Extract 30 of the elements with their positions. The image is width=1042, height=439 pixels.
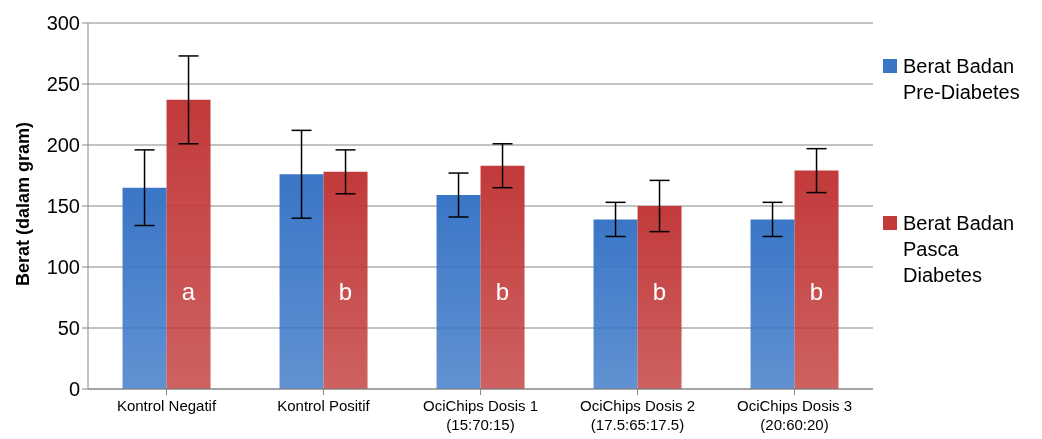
y-tick-label: 200 (46, 134, 80, 157)
annotation: b (495, 277, 510, 305)
x-tick-label: OciChips Dosis 2 (17.5:65:17.5) (579, 397, 696, 433)
x-tick-label: Kontrol Negatif (116, 397, 217, 414)
y-axis-title: Berat (dalam gram) (13, 121, 34, 286)
bar (593, 219, 638, 389)
bar (436, 195, 481, 389)
bar (166, 99, 211, 389)
annotation: b (338, 277, 353, 305)
legend-label: Berat Badan Pre-Diabetes (903, 54, 1021, 105)
y-tick-label: 50 (57, 317, 80, 340)
x-tick-label: Kontrol Positif (277, 397, 371, 414)
x-tick-label: OciChips Dosis 3 (20:60:20) (736, 397, 853, 433)
bar (122, 187, 167, 389)
bar (794, 170, 839, 389)
annotation: b (809, 277, 824, 305)
y-tick-label: 150 (46, 195, 80, 218)
bar (279, 174, 324, 389)
legend-label: Berat Badan Pasca Diabetes (903, 211, 1016, 288)
bar (480, 165, 525, 389)
bar (637, 206, 682, 389)
bar (323, 171, 368, 389)
y-tick-label: 250 (46, 73, 80, 96)
y-tick-label: 100 (46, 256, 80, 279)
annotation: b (652, 277, 667, 305)
y-tick-label: 0 (68, 378, 80, 401)
bar (750, 219, 795, 389)
x-tick-label: OciChips Dosis 1 (15:70:15) (422, 397, 539, 433)
y-tick-label: 300 (46, 12, 80, 35)
annotation: a (181, 277, 196, 305)
